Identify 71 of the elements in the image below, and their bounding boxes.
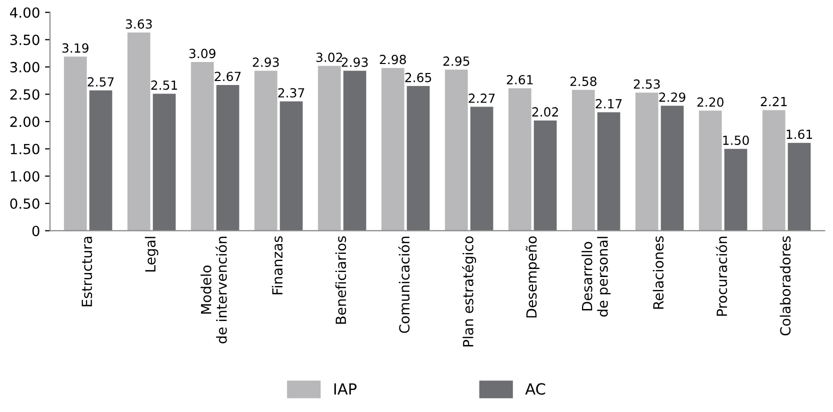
data-label: 2.65 bbox=[405, 72, 432, 82]
bar bbox=[698, 110, 722, 231]
bar bbox=[444, 70, 468, 231]
bar bbox=[635, 92, 658, 231]
data-label: 2.98 bbox=[380, 54, 406, 64]
data-label: 3.19 bbox=[62, 43, 88, 53]
data-label: 2.93 bbox=[252, 58, 279, 67]
x-tick-label: Procuración bbox=[716, 236, 728, 316]
data-label: 2.51 bbox=[151, 80, 178, 90]
data-label: 3.63 bbox=[126, 19, 152, 29]
y-tick-label: 2.50 bbox=[10, 89, 40, 100]
y-tick-label: 1.50 bbox=[10, 144, 40, 154]
data-label: 2.21 bbox=[760, 96, 787, 106]
y-tick-label: 3.50 bbox=[10, 34, 40, 46]
data-label: 2.57 bbox=[88, 77, 114, 87]
y-tick-label: 3.00 bbox=[10, 62, 40, 72]
x-tick-label: Comunicación bbox=[398, 236, 410, 333]
bar bbox=[470, 106, 494, 231]
bar bbox=[788, 142, 811, 231]
data-label: 2.37 bbox=[278, 88, 304, 98]
bar bbox=[64, 56, 87, 231]
data-label: 2.02 bbox=[532, 107, 558, 117]
bar bbox=[660, 106, 684, 231]
bar bbox=[597, 112, 620, 231]
bar bbox=[381, 68, 404, 231]
legend-label: AC bbox=[525, 383, 546, 395]
x-tick-label: Modelo de intervención bbox=[200, 236, 227, 344]
data-label: 3.09 bbox=[189, 48, 216, 58]
data-label: 2.95 bbox=[443, 56, 470, 66]
y-tick-label: 4.00 bbox=[10, 7, 40, 18]
bar bbox=[127, 32, 150, 231]
x-tick-label: Relaciones bbox=[652, 236, 664, 309]
data-label: 2.61 bbox=[506, 74, 533, 84]
data-label: 2.17 bbox=[596, 98, 622, 108]
y-tick-label: 2.00 bbox=[10, 116, 40, 128]
bar bbox=[318, 66, 341, 231]
data-label: 1.50 bbox=[723, 136, 749, 146]
bar bbox=[534, 120, 557, 231]
bar bbox=[762, 110, 786, 231]
bar bbox=[152, 94, 176, 231]
x-tick-label: Legal bbox=[144, 236, 158, 272]
legend-label: IAP bbox=[334, 383, 357, 395]
x-tick-label: Desarrollo de personal bbox=[582, 236, 611, 317]
data-label: 2.27 bbox=[468, 94, 495, 103]
x-tick-label: Finanzas bbox=[272, 236, 283, 294]
x-tick-label: Desempeño bbox=[526, 236, 540, 318]
y-tick-label: 0 bbox=[32, 226, 40, 236]
data-label: 3.02 bbox=[316, 52, 342, 62]
bar bbox=[254, 70, 278, 231]
data-label: 2.29 bbox=[659, 92, 686, 102]
data-label: 2.93 bbox=[342, 58, 368, 67]
bar bbox=[216, 84, 240, 231]
bar bbox=[280, 101, 303, 231]
data-label: 2.58 bbox=[570, 76, 596, 86]
bar bbox=[406, 86, 430, 231]
y-tick-label: 0.50 bbox=[10, 198, 40, 209]
data-label: 2.20 bbox=[697, 97, 724, 107]
x-tick-label: Colaboradores bbox=[780, 236, 791, 336]
y-tick-label: 1.00 bbox=[10, 171, 40, 182]
x-tick-label: Beneficiarios bbox=[335, 236, 346, 324]
data-label: 2.67 bbox=[214, 72, 241, 82]
bar bbox=[572, 90, 595, 231]
data-label: 2.53 bbox=[634, 79, 660, 89]
bar bbox=[190, 62, 214, 231]
bar bbox=[724, 148, 748, 231]
x-tick-label: Estructura bbox=[82, 236, 92, 306]
x-tick-label: Plan estratégico bbox=[462, 236, 476, 346]
bar bbox=[508, 88, 532, 231]
data-label: 1.61 bbox=[786, 130, 812, 140]
bar bbox=[343, 70, 366, 231]
bar bbox=[89, 90, 112, 231]
